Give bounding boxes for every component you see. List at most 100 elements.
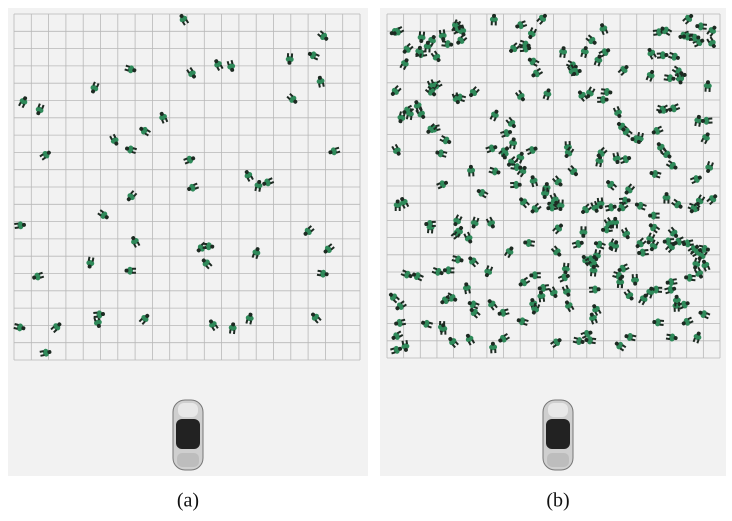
pedestrian-head (132, 68, 137, 73)
pedestrian-leg (461, 24, 465, 29)
pedestrian-leg (689, 320, 694, 324)
pedestrian-head (702, 259, 707, 264)
pedestrian-leg (653, 53, 657, 58)
pedestrian-head (528, 34, 533, 39)
pedestrian (596, 197, 605, 210)
pedestrian-leg (536, 17, 541, 23)
pedestrian-head (459, 226, 464, 231)
pedestrian-leg (649, 77, 653, 82)
pedestrian (612, 106, 622, 118)
pedestrian-leg (649, 55, 654, 60)
pedestrian-head (421, 114, 426, 119)
pedestrian-leg (418, 107, 423, 112)
pedestrian-leg (132, 267, 137, 270)
pedestrian (617, 65, 629, 76)
pedestrian-leg (99, 209, 105, 214)
pedestrian-leg (428, 48, 431, 53)
pedestrian-leg (704, 87, 707, 92)
pedestrian (415, 45, 424, 58)
pedestrian (536, 13, 547, 25)
pedestrian-leg (525, 201, 530, 206)
pedestrian-body (320, 269, 327, 278)
pedestrian-leg (584, 226, 587, 231)
pedestrian-leg (665, 246, 670, 251)
pedestrian (402, 104, 415, 115)
pedestrian-leg (596, 197, 600, 203)
pedestrian-leg (570, 305, 575, 311)
pedestrian (589, 264, 598, 277)
pedestrian-head (615, 160, 620, 165)
pedestrian-leg (405, 115, 409, 120)
pedestrian-leg (318, 83, 321, 88)
pedestrian (671, 198, 683, 209)
pedestrian (186, 66, 196, 79)
pedestrian-leg (601, 242, 606, 246)
pedestrian-leg (447, 292, 453, 297)
pedestrian-leg (708, 87, 711, 92)
pedestrian-leg (501, 134, 506, 138)
pedestrian-head (311, 312, 316, 317)
pedestrian (424, 220, 436, 228)
pedestrian-head (145, 313, 150, 318)
pedestrian-head (517, 182, 522, 187)
pedestrian-leg (680, 239, 686, 244)
pedestrian-head (490, 341, 495, 346)
pedestrian-leg (450, 271, 455, 274)
pedestrian-leg (112, 133, 117, 139)
pedestrian-leg (679, 306, 684, 310)
pedestrian-head (617, 207, 622, 212)
pedestrian (469, 308, 481, 319)
pedestrian-leg (525, 280, 531, 284)
pedestrian (531, 302, 541, 315)
pedestrian-head (400, 197, 405, 202)
pedestrian-head (468, 164, 473, 169)
pedestrian-head (511, 137, 516, 142)
pedestrian (467, 300, 480, 310)
pedestrian-leg (419, 53, 422, 58)
pedestrian-head (700, 38, 705, 43)
pedestrian-leg (701, 196, 706, 201)
pedestrian-leg (87, 256, 91, 261)
pedestrian (39, 348, 52, 357)
pedestrian-leg (697, 266, 701, 272)
pedestrian-leg (674, 302, 677, 307)
pedestrian-head (695, 24, 700, 29)
pedestrian-leg (475, 88, 480, 94)
pedestrian (593, 240, 606, 250)
pedestrian-leg (130, 190, 135, 195)
pedestrian-head (395, 199, 400, 204)
pedestrian-leg (451, 259, 456, 262)
pedestrian-leg (226, 61, 230, 66)
pedestrian-leg (655, 226, 661, 231)
pedestrian-leg (667, 55, 673, 59)
pedestrian-head (617, 113, 622, 118)
pedestrian-head (705, 247, 710, 252)
pedestrian-leg (290, 53, 294, 58)
pedestrian-head (542, 13, 547, 18)
pedestrian-leg (391, 145, 396, 151)
pedestrian-head (529, 273, 534, 278)
pedestrian-leg (671, 68, 677, 73)
pedestrian-leg (580, 331, 585, 336)
pedestrian (617, 201, 629, 212)
pedestrian-leg (592, 337, 597, 341)
pedestrian (651, 125, 664, 135)
pedestrian-body (525, 239, 532, 247)
pedestrian-body (540, 283, 547, 292)
pedestrian (599, 23, 609, 36)
pedestrian (603, 217, 614, 229)
pedestrian-leg (394, 143, 399, 149)
pedestrian-body (656, 28, 663, 37)
pedestrian-leg (612, 107, 617, 113)
pedestrian-leg (600, 146, 605, 151)
pedestrian-body (579, 229, 588, 236)
pedestrian-head (660, 26, 665, 31)
pedestrian-body (611, 219, 620, 226)
pedestrian-head (594, 208, 599, 213)
pedestrian-leg (600, 92, 605, 95)
pedestrian-leg (656, 56, 662, 59)
pedestrian-leg (707, 265, 711, 271)
pedestrian-leg (397, 26, 403, 30)
pedestrian-leg (590, 202, 594, 207)
pedestrian-head (537, 286, 542, 291)
